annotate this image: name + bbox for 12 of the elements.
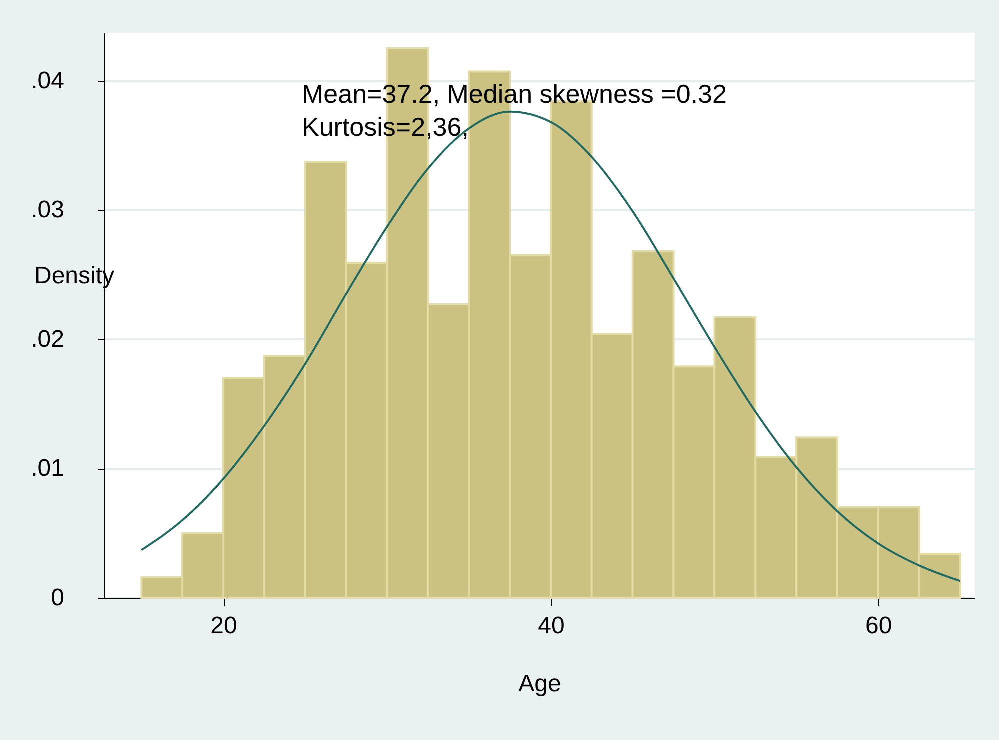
y-tick-label: .04 xyxy=(31,67,64,94)
y-tick-label: 0 xyxy=(51,584,64,612)
x-tick-label: 20 xyxy=(210,612,238,640)
x-axis-title: Age xyxy=(518,670,562,698)
line-series xyxy=(140,110,962,582)
y-tick-label: .02 xyxy=(31,326,64,353)
x-tick-label: 40 xyxy=(538,612,565,640)
x-tick-label: 60 xyxy=(866,612,892,640)
y-tick-label: .03 xyxy=(31,196,64,224)
annotation: Mean=37.2, Median skewness =0.32 xyxy=(302,79,727,109)
annotation: Kurtosis=2,36, xyxy=(302,112,469,142)
y-tick-label: .01 xyxy=(31,455,64,482)
